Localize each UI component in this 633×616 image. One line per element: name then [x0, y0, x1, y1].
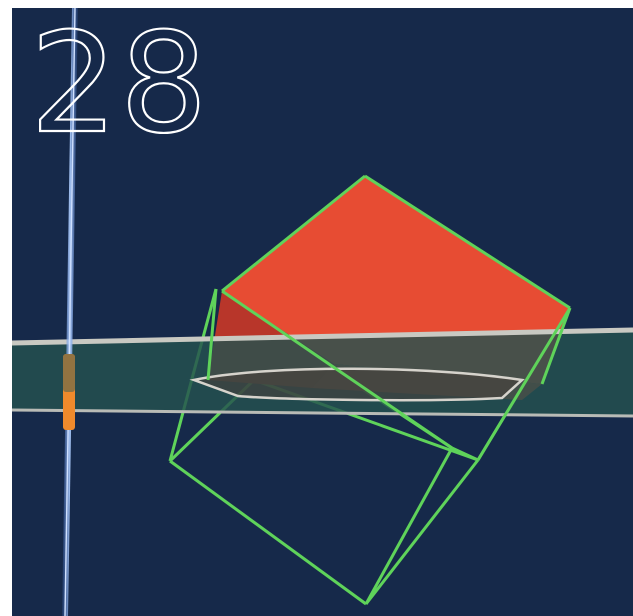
- vertical-axis: [62, 8, 78, 616]
- cube-edge: [364, 447, 454, 605]
- cube-edge: [451, 446, 479, 462]
- cube-edge: [364, 174, 571, 310]
- cube-wireframe-upper: [206, 174, 572, 461]
- axis-marker-shade: [63, 354, 75, 392]
- cube-edge: [206, 288, 218, 381]
- cube-edge: [169, 459, 367, 606]
- water-band: [12, 327, 633, 418]
- cube-edge: [364, 459, 480, 605]
- frame-number: 28: [30, 8, 210, 164]
- scene-canvas: 28: [12, 8, 633, 616]
- cube-edge: [540, 307, 572, 385]
- cube-edge: [221, 174, 366, 293]
- band-top-edge: [12, 327, 633, 346]
- cube-edge: [476, 307, 572, 461]
- 3d-viewport[interactable]: 28: [12, 8, 633, 616]
- band-bottom-edge: [12, 408, 633, 418]
- cube-edge: [221, 289, 453, 450]
